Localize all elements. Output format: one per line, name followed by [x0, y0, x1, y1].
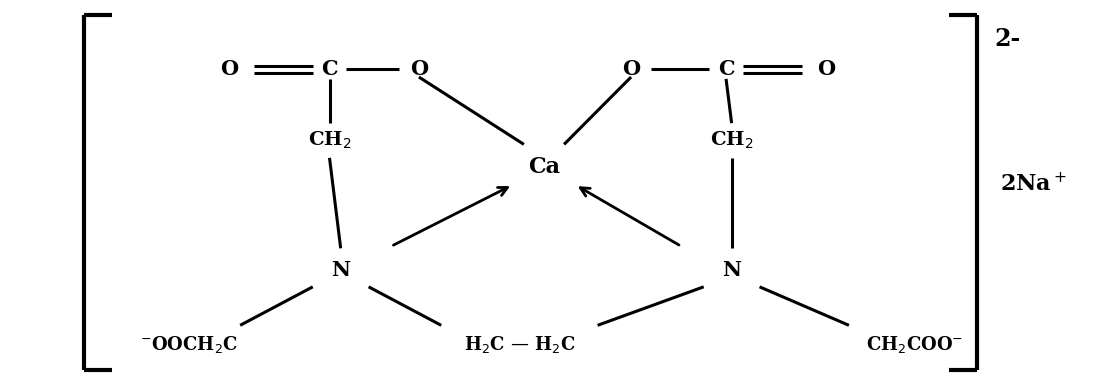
- Text: O: O: [410, 59, 428, 79]
- Text: Ca: Ca: [528, 156, 560, 179]
- Text: CH$_2$: CH$_2$: [710, 130, 753, 151]
- Text: CH$_2$: CH$_2$: [308, 130, 351, 151]
- Text: N: N: [331, 259, 351, 280]
- Text: O: O: [220, 59, 238, 79]
- Text: CH$_2$COO$^{-}$: CH$_2$COO$^{-}$: [866, 334, 963, 355]
- Text: O: O: [622, 59, 640, 79]
- Text: O: O: [818, 59, 836, 79]
- Text: H$_2$C — H$_2$C: H$_2$C — H$_2$C: [464, 334, 575, 355]
- Text: C: C: [718, 59, 734, 79]
- Text: 2-: 2-: [994, 27, 1021, 51]
- Text: 2Na$^+$: 2Na$^+$: [1000, 173, 1067, 196]
- Text: $^{-}$OOCH$_2$C: $^{-}$OOCH$_2$C: [140, 334, 238, 355]
- Text: C: C: [322, 59, 337, 79]
- Text: N: N: [722, 259, 742, 280]
